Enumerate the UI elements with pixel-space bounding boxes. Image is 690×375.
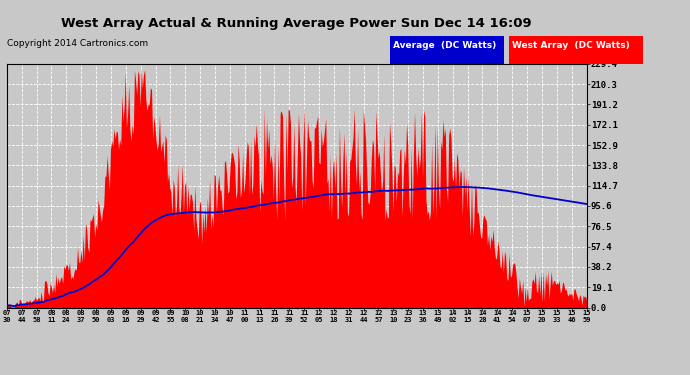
Text: Average  (DC Watts): Average (DC Watts) <box>393 42 497 51</box>
Text: West Array Actual & Running Average Power Sun Dec 14 16:09: West Array Actual & Running Average Powe… <box>61 17 532 30</box>
Text: Copyright 2014 Cartronics.com: Copyright 2014 Cartronics.com <box>7 39 148 48</box>
Text: West Array  (DC Watts): West Array (DC Watts) <box>512 42 630 51</box>
